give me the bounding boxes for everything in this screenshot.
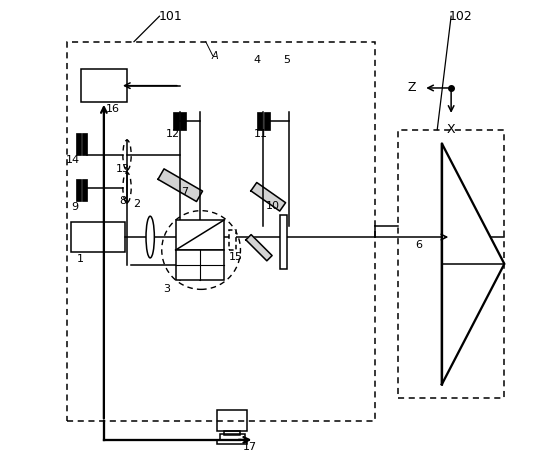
- Text: 9: 9: [72, 202, 79, 212]
- Text: 101: 101: [159, 10, 183, 23]
- Bar: [218, 410, 248, 431]
- Bar: [398, 130, 504, 398]
- Bar: [82, 179, 87, 201]
- Polygon shape: [442, 144, 504, 384]
- Bar: [67, 42, 375, 421]
- Bar: [80, 69, 127, 102]
- Polygon shape: [158, 169, 203, 201]
- Text: 10: 10: [266, 201, 280, 211]
- Text: 17: 17: [243, 442, 257, 452]
- Text: 3: 3: [163, 284, 170, 294]
- Text: 7: 7: [181, 187, 189, 197]
- Bar: [173, 112, 179, 130]
- Bar: [82, 133, 87, 155]
- Text: 15: 15: [229, 252, 243, 262]
- Bar: [76, 133, 81, 155]
- Text: 1: 1: [77, 254, 84, 264]
- Text: 16: 16: [106, 104, 120, 114]
- Bar: [256, 112, 263, 130]
- Bar: [220, 434, 245, 440]
- Bar: [175, 220, 224, 250]
- Bar: [224, 431, 240, 435]
- Text: Z: Z: [408, 81, 416, 94]
- Text: 2: 2: [133, 199, 140, 209]
- Polygon shape: [251, 182, 286, 211]
- Text: 8: 8: [119, 196, 126, 206]
- Polygon shape: [246, 235, 272, 261]
- Bar: [229, 230, 236, 250]
- Bar: [280, 215, 287, 269]
- Text: 12: 12: [166, 129, 180, 139]
- Text: A: A: [211, 50, 218, 61]
- Ellipse shape: [146, 216, 154, 258]
- Text: 5: 5: [283, 55, 290, 65]
- Text: X: X: [447, 123, 456, 136]
- Bar: [218, 440, 248, 444]
- Text: 102: 102: [448, 10, 472, 23]
- Text: 13: 13: [115, 164, 129, 174]
- Text: 11: 11: [254, 129, 268, 139]
- Bar: [175, 250, 224, 280]
- Text: 4: 4: [253, 55, 260, 65]
- Bar: [264, 112, 270, 130]
- Bar: [72, 222, 125, 252]
- Text: 6: 6: [415, 240, 422, 250]
- Text: 14: 14: [66, 155, 80, 165]
- Bar: [180, 112, 186, 130]
- Bar: [76, 179, 81, 201]
